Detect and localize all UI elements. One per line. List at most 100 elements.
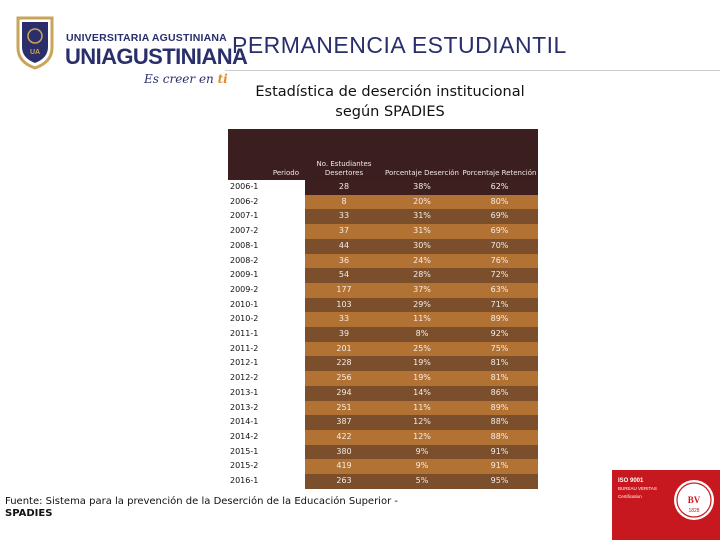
cell-dropout: 19% (383, 356, 461, 372)
source-footnote: Fuente: Sistema para la prevención de la… (5, 496, 445, 520)
seal-year: 1828 (688, 508, 699, 514)
cell-period: 2016-1 (228, 474, 305, 489)
cell-retention: 86% (461, 385, 538, 401)
cell-period: 2008-1 (228, 238, 305, 254)
cell-retention: 80% (461, 194, 538, 210)
cell-dropout: 8% (383, 327, 461, 342)
cell-period: 2006-2 (228, 194, 305, 210)
certification-text: ISO 9001 BUREAU VERITAS Certification (618, 478, 668, 500)
table-row: 2010-1 103 29% 71% (228, 297, 538, 313)
cell-students: 201 (305, 341, 383, 357)
table-row: 2009-2 177 37% 63% (228, 282, 538, 298)
cell-period: 2014-2 (228, 429, 305, 445)
cert-line-2: Certification (618, 494, 642, 499)
cell-period: 2007-2 (228, 224, 305, 239)
cell-retention: 76% (461, 253, 538, 269)
table-row: 2011-1 39 8% 92% (228, 327, 538, 342)
title-divider (225, 70, 720, 71)
header-students: No. Estudiantes Desertores (305, 129, 383, 180)
cell-dropout: 37% (383, 282, 461, 298)
table-row: 2014-1 387 12% 88% (228, 415, 538, 430)
cell-period: 2013-2 (228, 400, 305, 416)
cell-dropout: 12% (383, 429, 461, 445)
table-row: 2008-1 44 30% 70% (228, 238, 538, 254)
cell-students: 33 (305, 312, 383, 328)
cell-period: 2009-2 (228, 282, 305, 298)
cell-retention: 75% (461, 341, 538, 357)
cell-period: 2010-1 (228, 297, 305, 313)
cell-dropout: 5% (383, 474, 461, 489)
table-row: 2006-1 28 38% 62% (228, 180, 538, 195)
cell-dropout: 19% (383, 371, 461, 386)
cell-retention: 88% (461, 415, 538, 430)
cell-students: 177 (305, 282, 383, 298)
header-dropout: Porcentaje Deserción (383, 129, 461, 180)
cell-students: 228 (305, 356, 383, 372)
cell-dropout: 12% (383, 415, 461, 430)
cell-students: 54 (305, 268, 383, 283)
cell-students: 419 (305, 459, 383, 475)
cell-retention: 70% (461, 238, 538, 254)
cell-retention: 81% (461, 356, 538, 372)
cell-retention: 88% (461, 429, 538, 445)
cell-retention: 69% (461, 224, 538, 239)
cell-dropout: 28% (383, 268, 461, 283)
page-subtitle: Estadística de deserción institucional s… (225, 82, 555, 122)
cell-retention: 91% (461, 444, 538, 460)
cell-period: 2006-1 (228, 180, 305, 195)
cell-dropout: 24% (383, 253, 461, 269)
cell-dropout: 30% (383, 238, 461, 254)
cell-retention: 91% (461, 459, 538, 475)
table-row: 2007-1 33 31% 69% (228, 209, 538, 225)
cell-retention: 62% (461, 180, 538, 195)
cell-dropout: 14% (383, 385, 461, 401)
cell-students: 28 (305, 180, 383, 195)
cell-students: 263 (305, 474, 383, 489)
brand-name: UNIAGUSTINIANA (65, 44, 248, 69)
cell-students: 36 (305, 253, 383, 269)
cell-dropout: 29% (383, 297, 461, 313)
bureau-veritas-seal-icon: BV 1828 (674, 480, 714, 520)
cell-retention: 95% (461, 474, 538, 489)
cell-dropout: 38% (383, 180, 461, 195)
cell-dropout: 9% (383, 444, 461, 460)
cell-retention: 89% (461, 400, 538, 416)
cell-period: 2009-1 (228, 268, 305, 283)
table-row: 2010-2 33 11% 89% (228, 312, 538, 328)
cell-dropout: 9% (383, 459, 461, 475)
table-row: 2007-2 37 31% 69% (228, 224, 538, 239)
cell-period: 2011-2 (228, 341, 305, 357)
table-row: 2014-2 422 12% 88% (228, 429, 538, 445)
table-row: 2009-1 54 28% 72% (228, 268, 538, 283)
certification-badge: ISO 9001 BUREAU VERITAS Certification BV… (612, 470, 720, 540)
source-text: Fuente: Sistema para la prevención de la… (5, 496, 398, 507)
table-row: 2015-1 380 9% 91% (228, 444, 538, 460)
cell-period: 2013-1 (228, 385, 305, 401)
cell-period: 2011-1 (228, 327, 305, 342)
tagline-prefix: Es creer en (144, 72, 214, 86)
cert-line-1: BUREAU VERITAS (618, 486, 657, 491)
table-row: 2006-2 8 20% 80% (228, 194, 538, 210)
table-row: 2012-1 228 19% 81% (228, 356, 538, 372)
cell-students: 294 (305, 385, 383, 401)
page-title: PERMANENCIA ESTUDIANTIL (232, 32, 567, 58)
source-bold: SPADIES (5, 508, 53, 519)
cell-retention: 92% (461, 327, 538, 342)
cell-dropout: 31% (383, 209, 461, 225)
table-row: 2012-2 256 19% 81% (228, 371, 538, 386)
subtitle-line-2: según SPADIES (335, 104, 445, 120)
cell-period: 2012-1 (228, 356, 305, 372)
subtitle-line-1: Estadística de deserción institucional (255, 84, 525, 100)
cell-students: 8 (305, 194, 383, 210)
cell-dropout: 20% (383, 194, 461, 210)
cell-students: 37 (305, 224, 383, 239)
table-row: 2015-2 419 9% 91% (228, 459, 538, 475)
header-retention: Porcentaje Retención (461, 129, 538, 180)
table-row: 2013-1 294 14% 86% (228, 385, 538, 401)
cell-students: 33 (305, 209, 383, 225)
table-row: 2008-2 36 24% 76% (228, 253, 538, 269)
cell-retention: 63% (461, 282, 538, 298)
cell-students: 44 (305, 238, 383, 254)
cell-dropout: 11% (383, 312, 461, 328)
header-period: Periodo (228, 129, 305, 180)
